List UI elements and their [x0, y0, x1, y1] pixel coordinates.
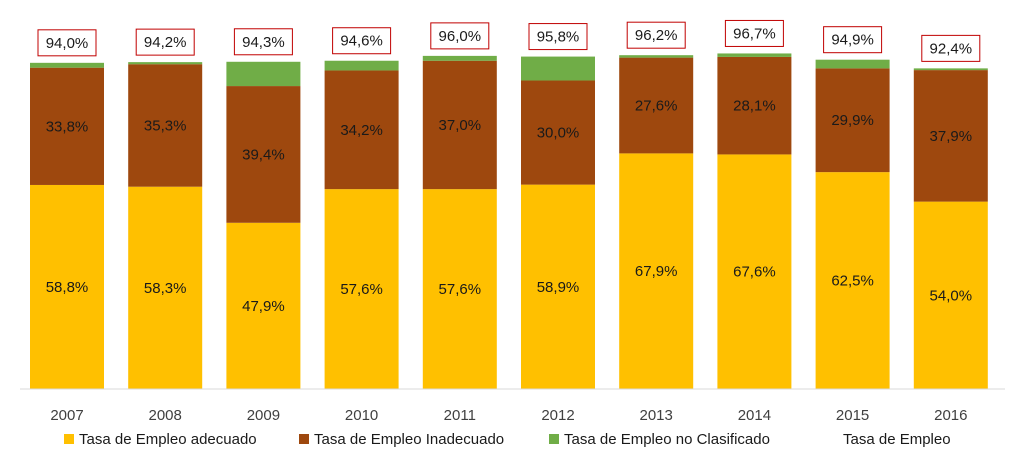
- x-tick-2016: 2016: [934, 407, 967, 424]
- total-label-box-2007: [37, 29, 97, 57]
- bar-segment-2009-s1: [226, 86, 301, 223]
- bar-segment-2009-s2: [226, 61, 301, 87]
- bar-segment-2011-s1: [422, 60, 497, 190]
- total-label-box-2016: [921, 34, 981, 62]
- bar-segment-2014-s0: [717, 154, 792, 389]
- data-label-2015-s0: 62,5%: [831, 273, 874, 290]
- data-label-2007-s1: 33,8%: [46, 118, 89, 135]
- total-label-2007: 94,0%: [46, 35, 89, 52]
- data-label-2008-s0: 58,3%: [144, 280, 187, 297]
- legend: Tasa de Empleo adecuado Tasa de Empleo In…: [64, 431, 951, 448]
- bar-segment-2010-s0: [324, 189, 399, 389]
- bar-segment-2015-s1: [815, 68, 890, 173]
- data-label-2009-s1: 39,4%: [242, 146, 285, 163]
- data-label-2011-s1: 37,0%: [439, 117, 482, 134]
- data-label-2009-s0: 47,9%: [242, 298, 285, 315]
- total-label-2016: 92,4%: [930, 40, 973, 57]
- bar-segment-2011-s0: [422, 189, 497, 389]
- bar-segment-2012-s1: [521, 80, 595, 185]
- bars-layer: [30, 53, 988, 389]
- x-tick-2013: 2013: [640, 407, 673, 424]
- bar-segment-2016-s1: [913, 70, 988, 202]
- bar-segment-2008-s0: [128, 186, 203, 389]
- bar-segment-2008-s2: [128, 62, 203, 65]
- total-label-2012: 95,8%: [537, 29, 580, 46]
- total-label-box-2009: [233, 28, 293, 56]
- total-labels-layer: 94,0% 94,2% 94,3% 94,6% 96,0% 95,8% 96,2% 96,7%…: [37, 19, 981, 62]
- total-label-box-2012: [528, 23, 588, 51]
- data-label-2011-s0: 57,6%: [439, 281, 482, 298]
- data-label-2014-s0: 67,6%: [733, 264, 776, 281]
- total-label-box-2015: [823, 26, 883, 54]
- bar-segment-2010-s2: [324, 60, 399, 71]
- x-tick-2014: 2014: [738, 407, 771, 424]
- legend-label-1: Tasa de Empleo Inadecuado: [314, 431, 504, 448]
- data-label-2016-s1: 37,9%: [930, 128, 973, 145]
- total-label-2014: 96,7%: [733, 25, 776, 42]
- legend-label-2: Tasa de Empleo no Clasificado: [564, 431, 770, 448]
- bar-segment-2015-s0: [815, 172, 890, 389]
- total-label-2010: 94,6%: [340, 33, 383, 50]
- data-label-2012-s0: 58,9%: [537, 279, 580, 296]
- bar-segment-2014-s2: [717, 53, 792, 57]
- bar-segment-2011-s2: [422, 55, 497, 61]
- x-tick-2010: 2010: [345, 407, 378, 424]
- data-label-2013-s0: 67,9%: [635, 263, 678, 280]
- data-label-2016-s0: 54,0%: [930, 287, 973, 304]
- data-label-2012-s1: 30,0%: [537, 125, 580, 142]
- data-label-2007-s0: 58,8%: [46, 279, 89, 296]
- x-tick-2015: 2015: [836, 407, 869, 424]
- legend-swatch-0: [64, 434, 74, 444]
- legend-label-3: Tasa de Empleo: [843, 431, 951, 448]
- data-label-2008-s1: 35,3%: [144, 117, 187, 134]
- bar-segment-2008-s1: [128, 64, 203, 187]
- bar-segment-2012-s2: [521, 56, 595, 81]
- bar-segment-2007-s1: [30, 67, 104, 185]
- x-tick-2011: 2011: [444, 407, 476, 424]
- bar-segment-2015-s2: [815, 59, 890, 69]
- total-label-box-2014: [724, 19, 784, 47]
- bar-segment-2016-s2: [913, 68, 988, 71]
- data-label-2010-s1: 34,2%: [340, 122, 383, 139]
- bar-segment-2013-s0: [619, 153, 694, 389]
- x-tick-2009: 2009: [247, 407, 280, 424]
- bar-segment-2009-s0: [226, 222, 301, 389]
- bar-segment-2007-s0: [30, 184, 104, 389]
- bar-segment-2016-s0: [913, 201, 988, 389]
- total-label-2015: 94,9%: [831, 32, 874, 49]
- x-tick-labels: 2007 2008 2009 2010 2011 2012 2013 2014 2015 2016: [50, 407, 967, 424]
- bar-segment-2010-s1: [324, 70, 399, 190]
- bar-segment-2014-s1: [717, 56, 792, 155]
- bar-segment-2007-s2: [30, 62, 104, 68]
- x-tick-2007: 2007: [50, 407, 83, 424]
- total-label-box-2011: [430, 22, 490, 50]
- bar-segment-2013-s1: [619, 57, 694, 154]
- data-label-2014-s1: 28,1%: [733, 98, 776, 115]
- x-tick-2012: 2012: [541, 407, 574, 424]
- data-label-2010-s0: 57,6%: [340, 281, 383, 298]
- total-label-2009: 94,3%: [242, 34, 285, 51]
- total-label-box-2008: [135, 28, 195, 56]
- data-label-2013-s1: 27,6%: [635, 98, 678, 115]
- total-label-box-2010: [332, 27, 392, 55]
- total-label-box-2013: [626, 21, 686, 49]
- total-label-2008: 94,2%: [144, 34, 187, 51]
- segment-labels-layer: 58,8% 33,8% 58,3% 35,3% 47,9% 39,4% 57,6% 34,2%…: [46, 98, 972, 315]
- legend-swatch-1: [299, 434, 309, 444]
- total-label-2011: 96,0%: [439, 28, 482, 45]
- bar-segment-2013-s2: [619, 55, 694, 58]
- total-label-2013: 96,2%: [635, 27, 678, 44]
- x-tick-2008: 2008: [149, 407, 182, 424]
- bar-segment-2012-s0: [521, 184, 595, 389]
- legend-label-0: Tasa de Empleo adecuado: [79, 431, 257, 448]
- data-label-2015-s1: 29,9%: [831, 112, 874, 129]
- legend-swatch-2: [549, 434, 559, 444]
